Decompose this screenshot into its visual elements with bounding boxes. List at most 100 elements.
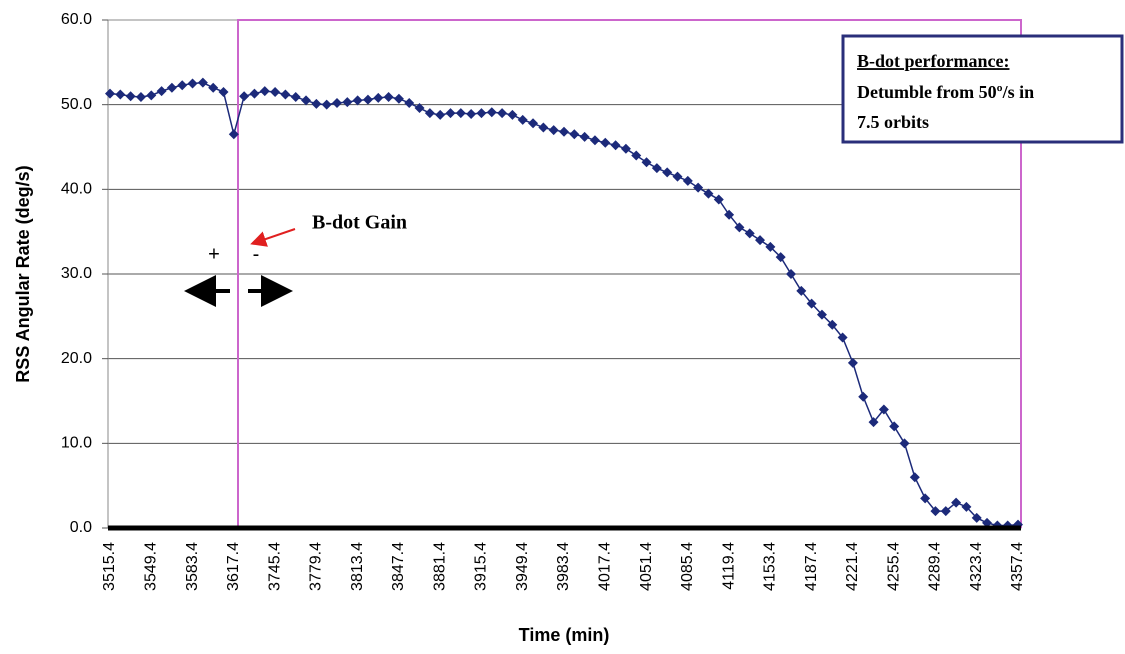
data-point [713, 194, 724, 205]
x-tick-label: 3583.4 [184, 542, 201, 591]
data-point [847, 357, 858, 368]
data-point [899, 438, 910, 449]
data-point [383, 92, 394, 103]
data-point [662, 167, 673, 178]
x-tick-label: 3515.4 [101, 542, 118, 591]
data-point [156, 86, 167, 97]
y-tick-label: 10.0 [61, 435, 92, 452]
x-tick-label: 4357.4 [1009, 542, 1026, 591]
data-point [909, 472, 920, 483]
data-point [528, 118, 539, 129]
data-point [404, 97, 415, 108]
data-point [270, 86, 281, 97]
data-point [951, 497, 962, 508]
data-point [868, 417, 879, 428]
data-point [435, 109, 446, 120]
y-tick-label: 30.0 [61, 265, 92, 282]
data-point [342, 97, 353, 108]
data-point [445, 108, 456, 119]
data-point [352, 95, 363, 106]
data-point [538, 122, 549, 133]
data-point [424, 108, 435, 119]
data-point [920, 493, 931, 504]
annotation: - [253, 243, 260, 265]
data-point [507, 109, 518, 120]
data-point [940, 506, 951, 517]
x-tick-label: 3745.4 [266, 542, 283, 591]
data-point [961, 501, 972, 512]
data-point [816, 309, 827, 320]
data-point [744, 228, 755, 239]
data-point [187, 78, 198, 89]
data-point [373, 92, 384, 103]
data-point [569, 129, 580, 140]
data-point [703, 188, 714, 199]
x-tick-label: 3779.4 [308, 542, 325, 591]
data-point [589, 135, 600, 146]
data-point [858, 391, 869, 402]
series-line [109, 81, 1019, 527]
annotation-arrow [250, 228, 296, 247]
data-point [218, 86, 229, 97]
x-tick-label: 4051.4 [638, 542, 655, 591]
data-point [641, 157, 652, 168]
data-point [827, 319, 838, 330]
data-point [280, 89, 291, 100]
y-tick-label: 50.0 [61, 96, 92, 113]
data-point [208, 82, 219, 93]
data-point [135, 92, 146, 103]
data-point [600, 137, 611, 148]
note-text: Detumble from 50º/s in [857, 82, 1034, 102]
data-point [321, 99, 332, 110]
data-point [301, 95, 312, 106]
x-tick-label: 4017.4 [596, 542, 613, 591]
note-title: B-dot performance: [857, 51, 1009, 71]
data-point [982, 517, 993, 528]
data-point [332, 97, 342, 108]
data-point [362, 94, 373, 105]
data-point [486, 107, 497, 118]
data-point [724, 209, 735, 220]
data-point [878, 404, 889, 415]
data-point [682, 175, 693, 186]
data-point [476, 108, 487, 119]
data-point [548, 125, 559, 136]
data-point [311, 98, 322, 109]
data-point [197, 77, 208, 88]
x-tick-label: 4323.4 [968, 542, 985, 591]
data-point [249, 88, 260, 99]
x-tick-label: 4187.4 [803, 542, 820, 591]
data-point [631, 150, 642, 161]
data-point [115, 89, 126, 100]
data-point [579, 131, 590, 142]
y-axis-title: RSS Angular Rate (deg/s) [13, 165, 33, 382]
annotation: B-dot Gain [312, 212, 407, 234]
data-point [414, 103, 425, 114]
data-point [930, 506, 941, 517]
x-tick-label: 4119.4 [720, 542, 737, 590]
x-tick-label: 3915.4 [473, 542, 490, 591]
x-tick-label: 4221.4 [844, 542, 861, 591]
x-axis-title: Time (min) [519, 625, 610, 645]
x-tick-label: 3949.4 [514, 542, 531, 591]
data-point [693, 182, 704, 193]
y-tick-label: 0.0 [70, 519, 92, 536]
data-point [651, 163, 662, 174]
x-tick-label: 3549.4 [142, 542, 159, 591]
data-point [559, 126, 569, 137]
data-point [734, 222, 745, 233]
y-tick-label: 40.0 [61, 181, 92, 198]
data-point [796, 285, 807, 296]
data-point [620, 143, 631, 154]
data-point [125, 91, 136, 102]
data-point [177, 80, 188, 91]
x-tick-label: 4153.4 [762, 542, 779, 591]
x-tick-label: 3617.4 [225, 542, 242, 591]
data-point [455, 108, 466, 119]
data-point [672, 171, 683, 182]
annotation: + [208, 243, 220, 265]
x-tick-label: 4255.4 [885, 542, 902, 591]
x-tick-label: 3881.4 [431, 542, 448, 591]
